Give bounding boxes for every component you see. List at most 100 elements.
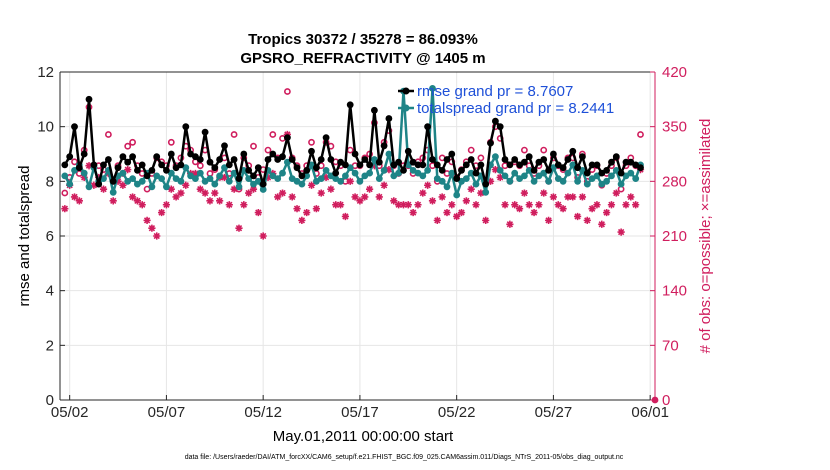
point-assimilated-23 <box>172 193 180 201</box>
point-assimilated-90 <box>496 173 504 182</box>
point-rmse-51 <box>308 147 315 155</box>
point-assimilated-38 <box>245 189 253 197</box>
point-assimilated-33 <box>220 173 229 182</box>
point-possible-0 <box>61 189 69 197</box>
point-assimilated-55 <box>327 185 335 193</box>
point-rmse-95 <box>521 158 528 166</box>
point-totalspread-65 <box>375 175 383 183</box>
chart-title-line1: Tropics 30372 / 35278 = 86.093% <box>248 31 478 48</box>
point-rmse-89 <box>492 117 499 125</box>
point-assimilated-31 <box>211 189 219 197</box>
point-assimilated-75 <box>424 181 432 189</box>
right-axis-zero-marker <box>651 396 659 404</box>
point-rmse-39 <box>250 172 257 180</box>
point-assimilated-5 <box>85 162 93 170</box>
point-rmse-74 <box>419 161 427 169</box>
point-rmse-67 <box>385 115 393 122</box>
point-possible-28 <box>196 162 204 170</box>
point-totalspread-0 <box>61 172 69 180</box>
point-rmse-76 <box>429 156 436 163</box>
point-totalspread-60 <box>351 169 359 177</box>
point-assimilated-101 <box>549 193 558 201</box>
point-assimilated-40 <box>254 208 262 217</box>
point-totalspread-100 <box>545 177 552 185</box>
bottom-tick-label-2: 05/12 <box>244 404 282 421</box>
point-rmse-71 <box>404 147 412 155</box>
point-rmse-8 <box>100 161 107 169</box>
point-rmse-85 <box>472 169 480 177</box>
point-totalspread-115 <box>617 180 625 188</box>
point-rmse-16 <box>138 161 146 169</box>
point-rmse-19 <box>153 153 161 161</box>
point-rmse-87 <box>482 180 490 188</box>
point-totalspread-83 <box>462 175 470 183</box>
point-totalspread-79 <box>443 183 451 191</box>
point-rmse-69 <box>395 158 402 166</box>
point-totalspread-103 <box>559 177 567 185</box>
point-possible-13 <box>124 142 132 150</box>
point-totalspread-106 <box>574 177 581 185</box>
point-assimilated-28 <box>196 185 204 193</box>
bottom-tick-label-0: 05/02 <box>51 404 89 421</box>
point-totalspread-21 <box>163 183 170 191</box>
point-possible-119 <box>637 131 644 138</box>
point-possible-39 <box>250 142 257 150</box>
point-assimilated-100 <box>544 216 553 224</box>
point-assimilated-103 <box>559 205 567 213</box>
point-rmse-32 <box>216 156 224 163</box>
point-rmse-113 <box>608 158 615 166</box>
point-assimilated-109 <box>588 205 596 213</box>
point-rmse-21 <box>163 167 170 174</box>
point-assimilated-6 <box>90 181 98 189</box>
left-tick-label-5: 10 <box>37 119 54 136</box>
point-totalspread-1 <box>66 180 74 188</box>
point-assimilated-71 <box>404 201 412 209</box>
point-rmse-104 <box>564 156 572 163</box>
point-totalspread-76 <box>429 85 436 92</box>
point-assimilated-67 <box>385 166 393 174</box>
point-totalspread-61 <box>356 177 364 185</box>
point-assimilated-82 <box>457 208 466 217</box>
point-rmse-33 <box>221 142 228 150</box>
point-rmse-1 <box>66 153 74 161</box>
point-rmse-83 <box>462 161 470 169</box>
point-rmse-92 <box>506 161 514 169</box>
point-rmse-29 <box>201 128 209 136</box>
point-totalspread-81 <box>453 191 461 199</box>
point-assimilated-39 <box>249 185 258 193</box>
point-assimilated-111 <box>598 220 606 228</box>
point-assimilated-99 <box>540 189 548 197</box>
point-totalspread-16 <box>138 177 146 185</box>
point-possible-95 <box>521 146 528 154</box>
point-assimilated-44 <box>274 193 282 201</box>
point-assimilated-29 <box>201 189 209 197</box>
point-totalspread-66 <box>380 167 388 174</box>
point-totalspread-10 <box>109 188 117 196</box>
point-assimilated-104 <box>564 193 572 201</box>
point-rmse-58 <box>342 161 349 169</box>
point-totalspread-45 <box>279 169 286 177</box>
point-assimilated-0 <box>61 205 69 213</box>
point-totalspread-12 <box>119 169 127 177</box>
right-tick-label-1: 70 <box>662 337 679 354</box>
point-assimilated-17 <box>143 216 151 224</box>
point-rmse-2 <box>71 123 78 131</box>
point-assimilated-93 <box>511 201 519 209</box>
point-assimilated-36 <box>235 224 243 232</box>
point-totalspread-54 <box>322 167 330 174</box>
bottom-axis-ticks: 05/02 05/07 05/12 05/17 05/22 05/27 06/01 <box>51 395 669 421</box>
point-assimilated-22 <box>167 185 175 193</box>
point-rmse-52 <box>313 164 320 172</box>
point-totalspread-63 <box>366 169 373 177</box>
point-assimilated-60 <box>351 193 359 201</box>
point-totalspread-67 <box>385 150 393 158</box>
point-assimilated-19 <box>153 232 161 240</box>
point-rmse-119 <box>637 164 644 172</box>
point-assimilated-56 <box>332 201 340 209</box>
point-totalspread-28 <box>196 169 204 177</box>
right-tick-label-3: 210 <box>662 228 687 245</box>
point-totalspread-49 <box>298 180 306 188</box>
point-rmse-73 <box>414 161 422 169</box>
x-axis-label: May.01,2011 00:00:00 start <box>273 428 454 445</box>
point-assimilated-69 <box>395 201 403 209</box>
